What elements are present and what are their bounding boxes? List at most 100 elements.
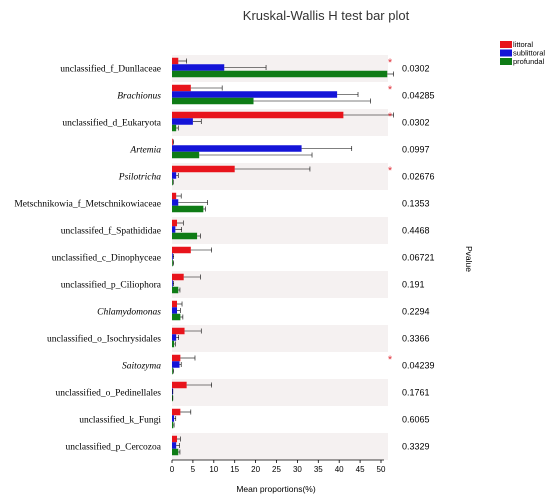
taxon-label: unclassified_o_Isochrysidales (47, 334, 161, 345)
pvalue-label: 0.1353 (402, 199, 430, 209)
bar-profundal (172, 367, 173, 375)
bar-littoral (172, 84, 191, 92)
bar-sublittoral (172, 388, 173, 395)
pvalue-label: 0.191 (402, 280, 425, 290)
pvalue-label: 0.3366 (402, 334, 430, 344)
x-tick-label: 20 (251, 465, 260, 474)
row-background (172, 379, 388, 406)
bar-sublittoral (172, 118, 193, 125)
taxon-label: unclassified_c_Dinophyceae (52, 253, 161, 264)
x-tick-label: 15 (230, 465, 239, 474)
legend-swatch-profundal (500, 58, 512, 65)
bar-sublittoral (172, 253, 173, 260)
bar-profundal (172, 97, 254, 105)
row-background (172, 271, 388, 298)
bar-littoral (172, 246, 191, 254)
bar-profundal (172, 313, 181, 321)
bar-littoral (172, 192, 177, 200)
legend-swatch-littoral (500, 41, 512, 48)
bar-profundal (172, 178, 173, 186)
bar-profundal (172, 232, 198, 240)
x-tick-label: 0 (170, 465, 175, 474)
significance-star: * (388, 165, 393, 177)
bar-sublittoral (172, 172, 177, 179)
bar-profundal (172, 340, 175, 348)
taxon-label: Saitozyma (122, 362, 161, 372)
x-tick-label: 5 (191, 465, 196, 474)
x-axis: 0 5 10 15 20 25 30 35 40 45 50 (170, 459, 386, 474)
significance-star: * (388, 111, 393, 123)
pvalue-label: 0.02676 (402, 172, 435, 182)
pvalue-column: 0.0302 * 0.04285 * 0.0302 * 0.0997 0.02676 * 0.13… (388, 57, 435, 452)
bar-sublittoral (172, 64, 225, 71)
taxon-label: unclassified_f_Dunllaceae (60, 64, 161, 75)
bar-profundal (172, 70, 388, 78)
error-bars (172, 58, 394, 455)
bar-littoral (172, 57, 179, 65)
bar-sublittoral (172, 91, 338, 98)
bar-littoral (172, 408, 181, 416)
row-backgrounds (172, 55, 388, 460)
bar-sublittoral (172, 199, 179, 206)
bar-sublittoral (172, 226, 176, 233)
bar-marks (172, 57, 388, 456)
bar-profundal (172, 421, 174, 429)
pvalue-label: 0.3329 (402, 442, 430, 452)
taxon-label: Brachionus (117, 92, 161, 102)
taxon-label: Artemia (129, 146, 161, 156)
row-background (172, 433, 388, 460)
pvalue-label: 0.06721 (402, 253, 435, 263)
x-tick-label: 35 (314, 465, 323, 474)
legend-label-littoral: littoral (513, 40, 533, 49)
bar-profundal (172, 394, 173, 402)
legend-label-profundal: profundal (513, 57, 545, 66)
taxon-label: unclassified_p_Cercozoa (66, 442, 162, 453)
taxon-label: unclassified_k_Fungi (79, 415, 161, 426)
taxon-label: Psilotricha (118, 173, 161, 183)
x-tick-label: 45 (356, 465, 365, 474)
bar-sublittoral (172, 334, 177, 341)
pvalue-label: 0.4468 (402, 226, 430, 236)
bar-littoral (172, 381, 187, 389)
bar-littoral (172, 219, 178, 227)
taxon-label: unclassified_d_Eukaryota (62, 118, 161, 129)
significance-star: * (388, 84, 393, 96)
x-tick-label: 25 (272, 465, 281, 474)
bar-sublittoral (172, 361, 180, 368)
x-axis-label: Mean proportions(%) (236, 484, 316, 494)
x-tick-label: 30 (293, 465, 302, 474)
bar-littoral (172, 165, 235, 173)
pvalue-label: 0.2294 (402, 307, 430, 317)
row-background (172, 217, 388, 244)
bar-littoral (172, 273, 184, 281)
bar-littoral (172, 138, 173, 146)
bar-profundal (172, 151, 200, 159)
pvalue-label: 0.6065 (402, 415, 430, 425)
x-tick-label: 40 (335, 465, 344, 474)
pvalue-axis-label: Pvalue (464, 246, 474, 272)
pvalue-label: 0.0302 (402, 118, 430, 128)
significance-star: * (388, 57, 393, 69)
chart-title: Kruskal-Wallis H test bar plot (243, 8, 410, 23)
bar-profundal (172, 205, 204, 213)
x-tick-label: 10 (209, 465, 218, 474)
bar-littoral (172, 435, 178, 443)
pvalue-label: 0.0997 (402, 145, 430, 155)
bar-sublittoral (172, 415, 175, 422)
bar-profundal (172, 286, 179, 294)
bar-sublittoral (172, 280, 173, 287)
x-tick-label: 50 (377, 465, 386, 474)
bar-littoral (172, 354, 181, 362)
taxon-label: Chlamydomonas (97, 308, 161, 318)
bar-littoral (172, 327, 185, 335)
bar-sublittoral (172, 442, 177, 449)
bar-littoral (172, 300, 178, 308)
taxon-labels: unclassified_f_Dunllaceae Brachionus uncla… (14, 64, 161, 453)
row-background (172, 325, 388, 352)
pvalue-label: 0.04285 (402, 91, 435, 101)
significance-star: * (388, 354, 393, 366)
legend-label-sublittoral: sublittoral (513, 49, 545, 58)
